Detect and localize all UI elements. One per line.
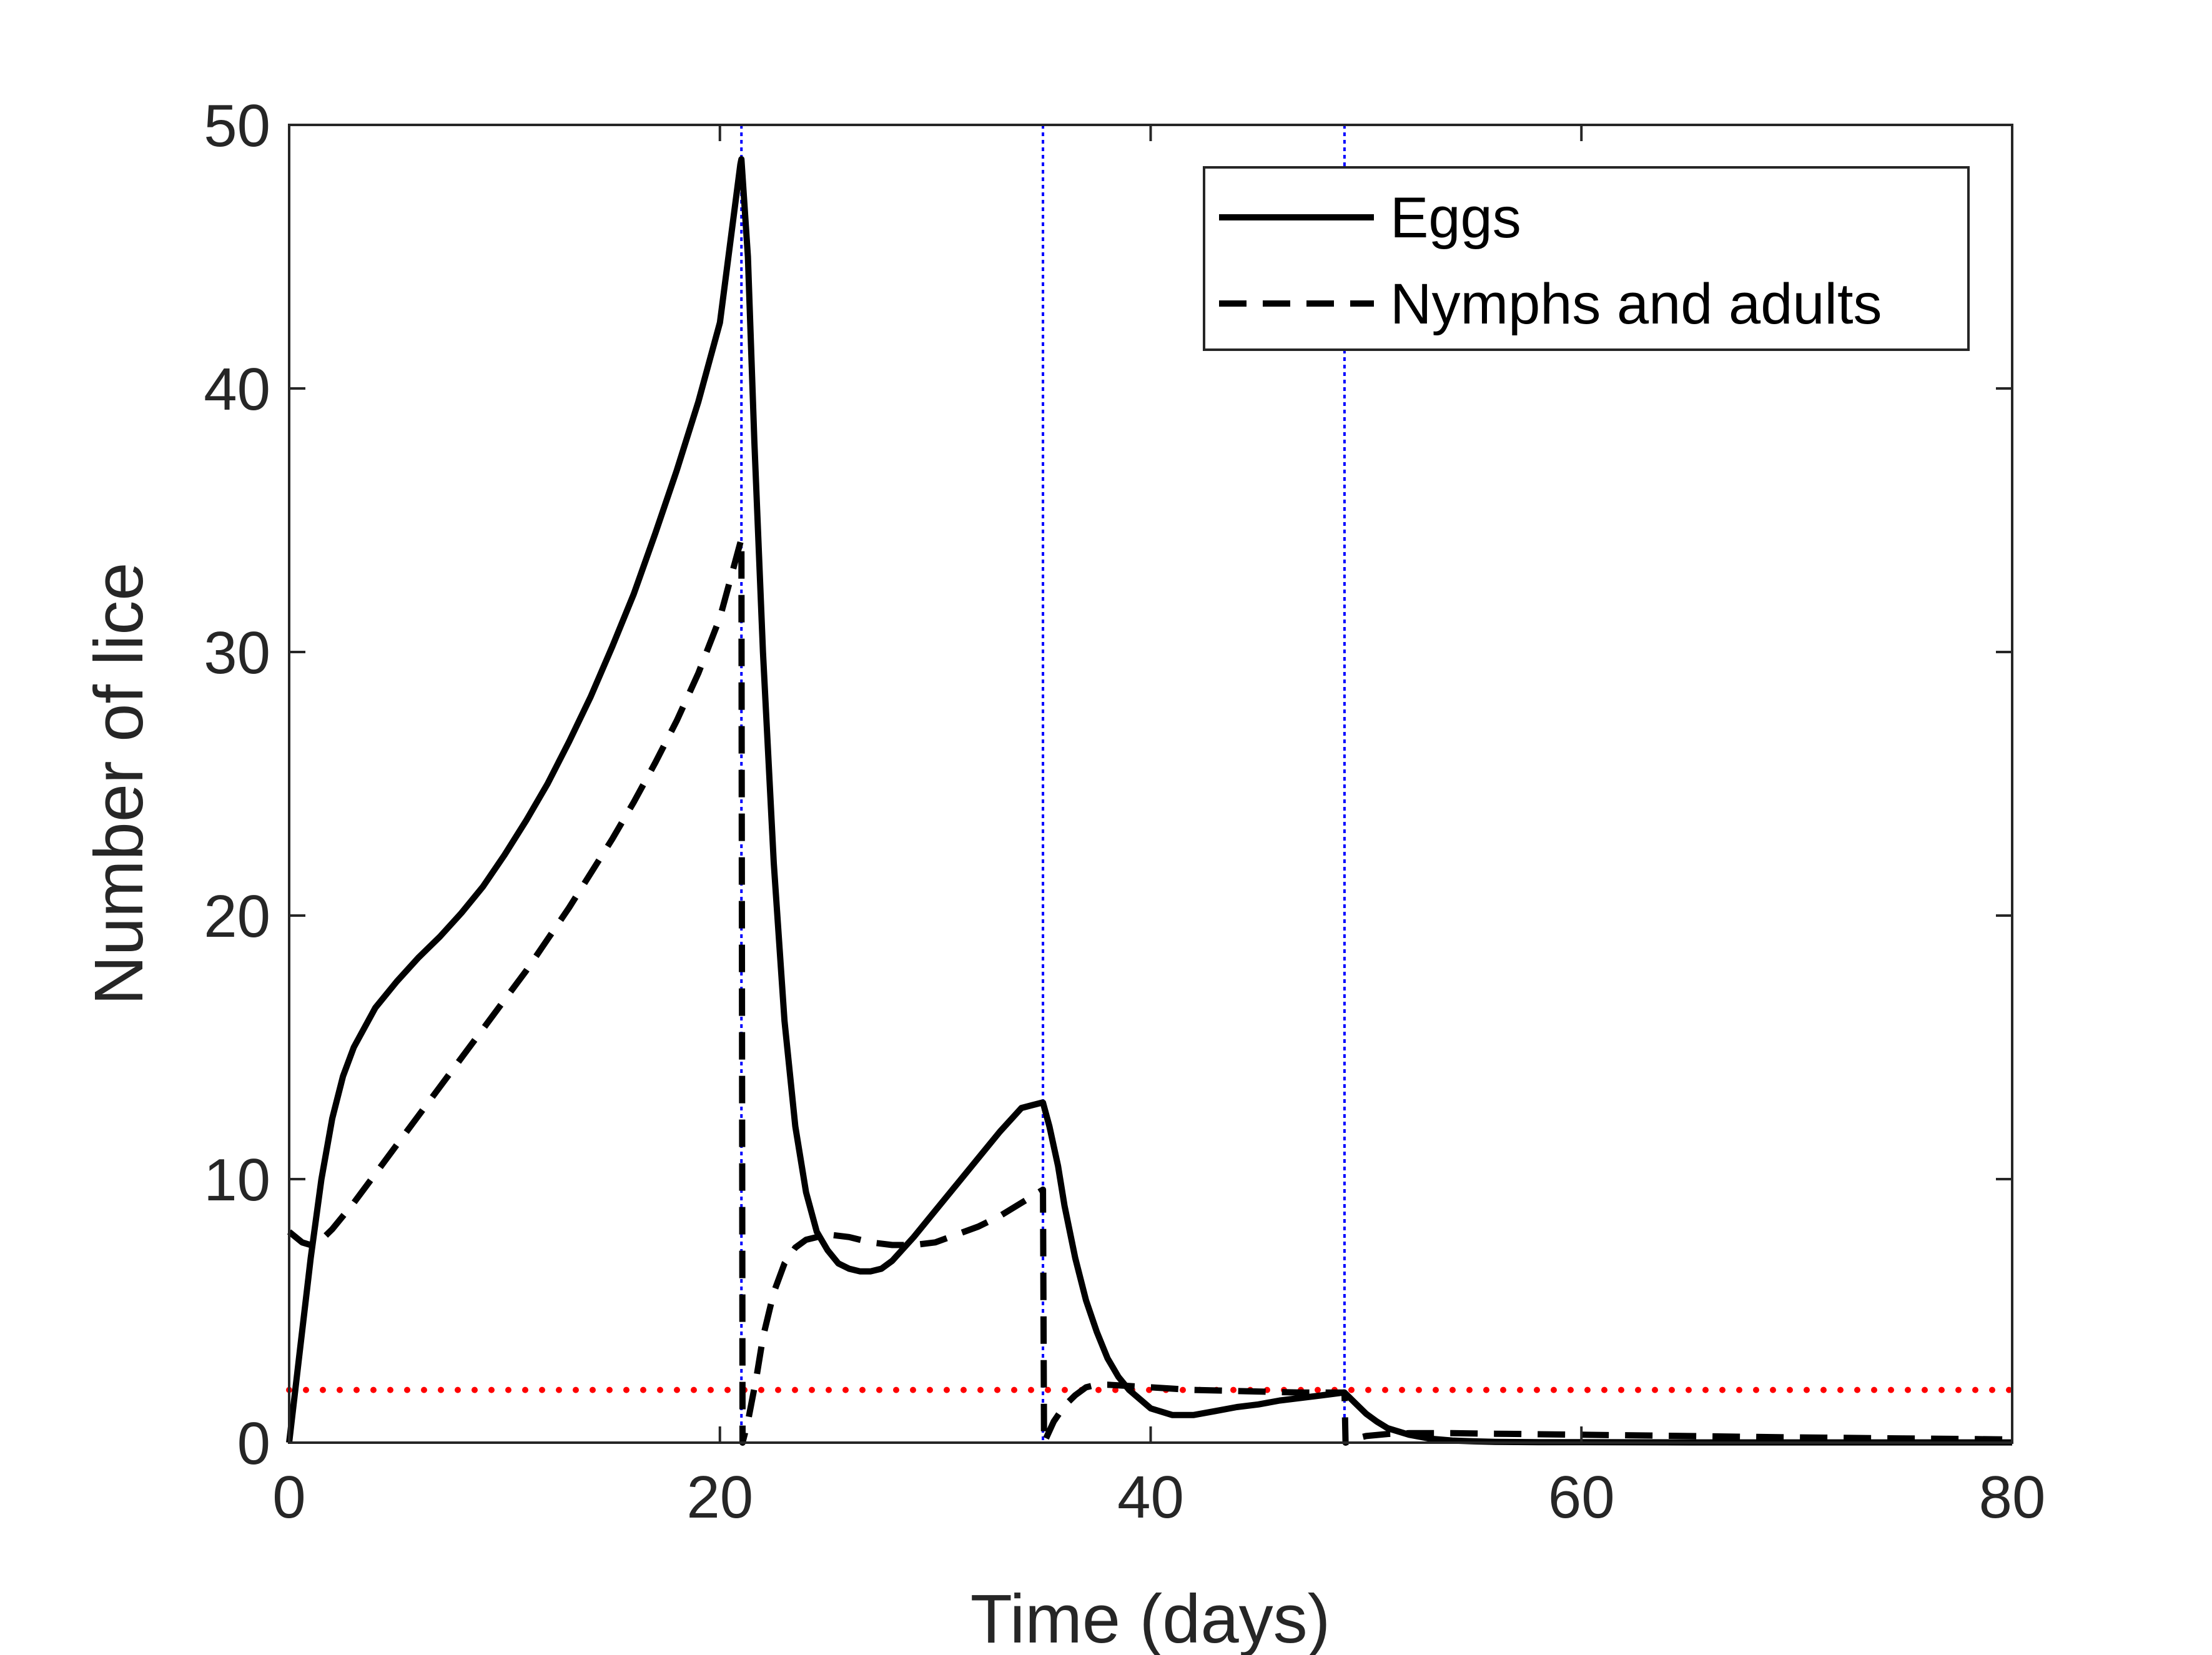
y-tick-label: 20 (204, 883, 270, 950)
series-layer (286, 156, 2013, 1446)
legend-nymphs-label: Nymphs and adults (1390, 272, 1882, 336)
x-axis-title: Time (days) (970, 1581, 1331, 1655)
x-tick-label: 60 (1548, 1464, 1615, 1531)
y-tick-label: 40 (204, 356, 270, 423)
legend-box (1203, 166, 1970, 351)
ticks-layer: 0 20 40 60 80 0 10 20 30 40 50 (204, 92, 2045, 1531)
x-tick-label: 20 (686, 1464, 753, 1531)
series-eggs-line (286, 156, 2012, 1446)
legend-eggs-label: Eggs (1390, 186, 1521, 250)
legend: Eggs Nymphs and adults (1203, 166, 1970, 351)
x-tick-label: 40 (1117, 1464, 1184, 1531)
x-tick-label: 80 (1979, 1464, 2046, 1531)
y-tick-label: 50 (204, 92, 270, 159)
y-axis-title: Number of lice (81, 562, 157, 1005)
y-tick-label: 10 (204, 1147, 270, 1213)
y-tick-label: 30 (204, 620, 270, 686)
series-nymphs-adults-line (287, 535, 2013, 1446)
y-tick-label: 0 (237, 1410, 270, 1477)
x-tick-label: 0 (272, 1464, 305, 1531)
